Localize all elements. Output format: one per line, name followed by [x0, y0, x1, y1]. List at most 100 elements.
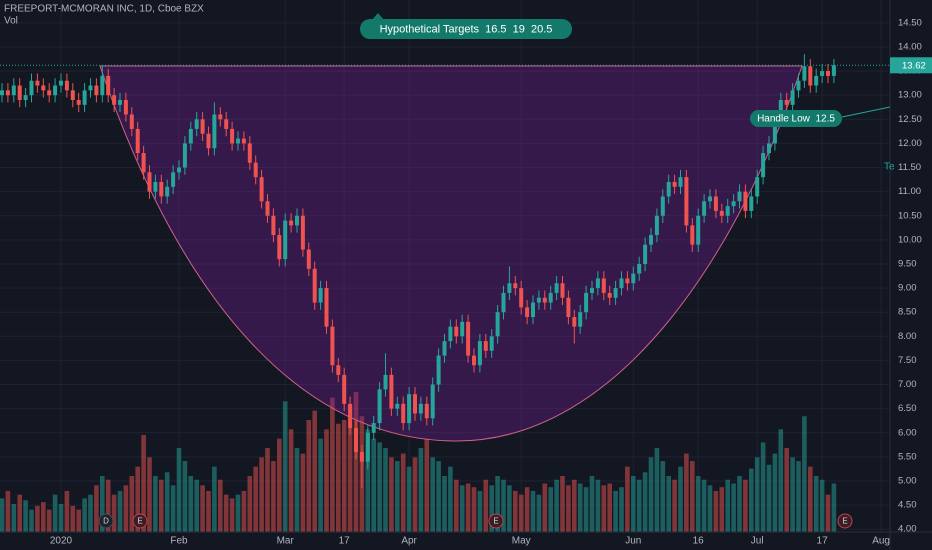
volume-bar [583, 487, 589, 532]
candle-body [767, 143, 771, 154]
candle-layer [0, 54, 890, 489]
symbol-title: FREEPORT-MCMORAN INC, 1D, Cboe BZX [4, 4, 204, 15]
volume-bar [100, 476, 105, 532]
candle-body [460, 321, 465, 337]
volume-bar [235, 494, 241, 532]
volume-bar [501, 479, 506, 532]
volume-bar [377, 442, 382, 532]
volume-bar [135, 466, 140, 532]
volume-bar [513, 490, 518, 532]
volume-bar [41, 502, 46, 532]
volume-bar [265, 448, 270, 532]
volume-bar [294, 448, 300, 532]
candle-body [749, 196, 754, 211]
volume-bar [206, 490, 211, 532]
volume-bar [690, 461, 695, 532]
earnings-marker[interactable] [837, 513, 853, 529]
candle-body [790, 90, 795, 105]
y-tick-label: 10.50 [898, 210, 922, 221]
candle-body [418, 403, 423, 414]
candle-body [100, 75, 105, 96]
y-tick-label: 6.00 [898, 427, 917, 438]
candle-body [584, 292, 589, 313]
volume-bar [707, 485, 713, 532]
candle-body [241, 138, 246, 144]
candle-body [566, 297, 571, 318]
volume-bar [831, 483, 837, 532]
candle-body [82, 90, 87, 105]
candle-body [654, 215, 659, 236]
volume-bar [29, 509, 34, 532]
candle-body [678, 177, 683, 187]
candle-body [625, 278, 630, 284]
candle-body [94, 85, 99, 96]
x-tick-label: 17 [339, 536, 351, 547]
volume-bar [129, 476, 135, 532]
volume-bar [17, 494, 22, 532]
y-tick-label: 13.00 [898, 90, 922, 101]
volume-bar [371, 438, 376, 532]
candle-body [631, 273, 636, 284]
earnings-marker[interactable] [488, 513, 504, 529]
volume-bar [436, 461, 441, 532]
volume-bar [825, 494, 831, 532]
volume-bar [495, 476, 500, 532]
volume-bar [448, 466, 453, 532]
candle-body [649, 235, 653, 245]
candle-body [147, 172, 152, 192]
targets-text: Hypothetical Targets 16.5 19 20.5 [380, 23, 553, 35]
y-tick-label: 11.00 [898, 186, 921, 197]
candle-body [442, 341, 447, 356]
candle-body [253, 162, 258, 178]
volume-bar [241, 490, 247, 532]
candle-body [395, 403, 400, 409]
earnings-marker[interactable] [132, 513, 148, 529]
y-tick-label: 8.00 [898, 331, 917, 342]
candle-body [554, 283, 559, 293]
volume-bar [300, 453, 306, 532]
candle-body [430, 384, 435, 419]
candle-body [224, 119, 229, 129]
candle-body [531, 302, 535, 318]
volume-bar [607, 483, 612, 532]
y-tick-label: 12.00 [898, 138, 922, 149]
volume-bar [353, 392, 359, 532]
x-tick-label: 16 [693, 536, 705, 547]
candle-body [696, 215, 701, 245]
volume-bar [0, 498, 5, 532]
candle-body [330, 326, 335, 366]
volume-bar [88, 494, 93, 532]
handle-line [841, 106, 891, 118]
y-tick-label: 9.00 [898, 283, 917, 294]
volume-bar [271, 461, 276, 532]
y-tick-label: 11.50 [898, 162, 921, 173]
candle-body [64, 80, 69, 91]
volume-bar [489, 485, 494, 532]
volume-bar [82, 498, 87, 532]
volume-bar [200, 485, 205, 532]
volume-bar [147, 457, 152, 532]
candle-body [542, 297, 547, 303]
dividend-marker[interactable] [98, 513, 114, 529]
volume-bar [601, 485, 607, 532]
volume-bar [188, 476, 194, 532]
volume-bar [46, 509, 52, 532]
y-tick-label: 4.50 [898, 500, 917, 511]
volume-bar [507, 485, 512, 532]
candle-body [265, 201, 270, 216]
volume-bar [542, 483, 548, 532]
candle-body [365, 432, 370, 462]
candle-body [342, 374, 347, 404]
volume-bar [666, 476, 671, 532]
volume-bar [400, 453, 406, 532]
volume-bar [772, 453, 778, 532]
volume-bar [253, 466, 258, 532]
volume-bar [778, 429, 784, 532]
candle-body [135, 128, 140, 154]
candle-body [218, 114, 223, 120]
candle-body [572, 317, 577, 327]
volume-bar [701, 479, 707, 532]
candle-body [619, 278, 624, 289]
candle-body [737, 191, 742, 202]
volume-bar [790, 457, 795, 532]
